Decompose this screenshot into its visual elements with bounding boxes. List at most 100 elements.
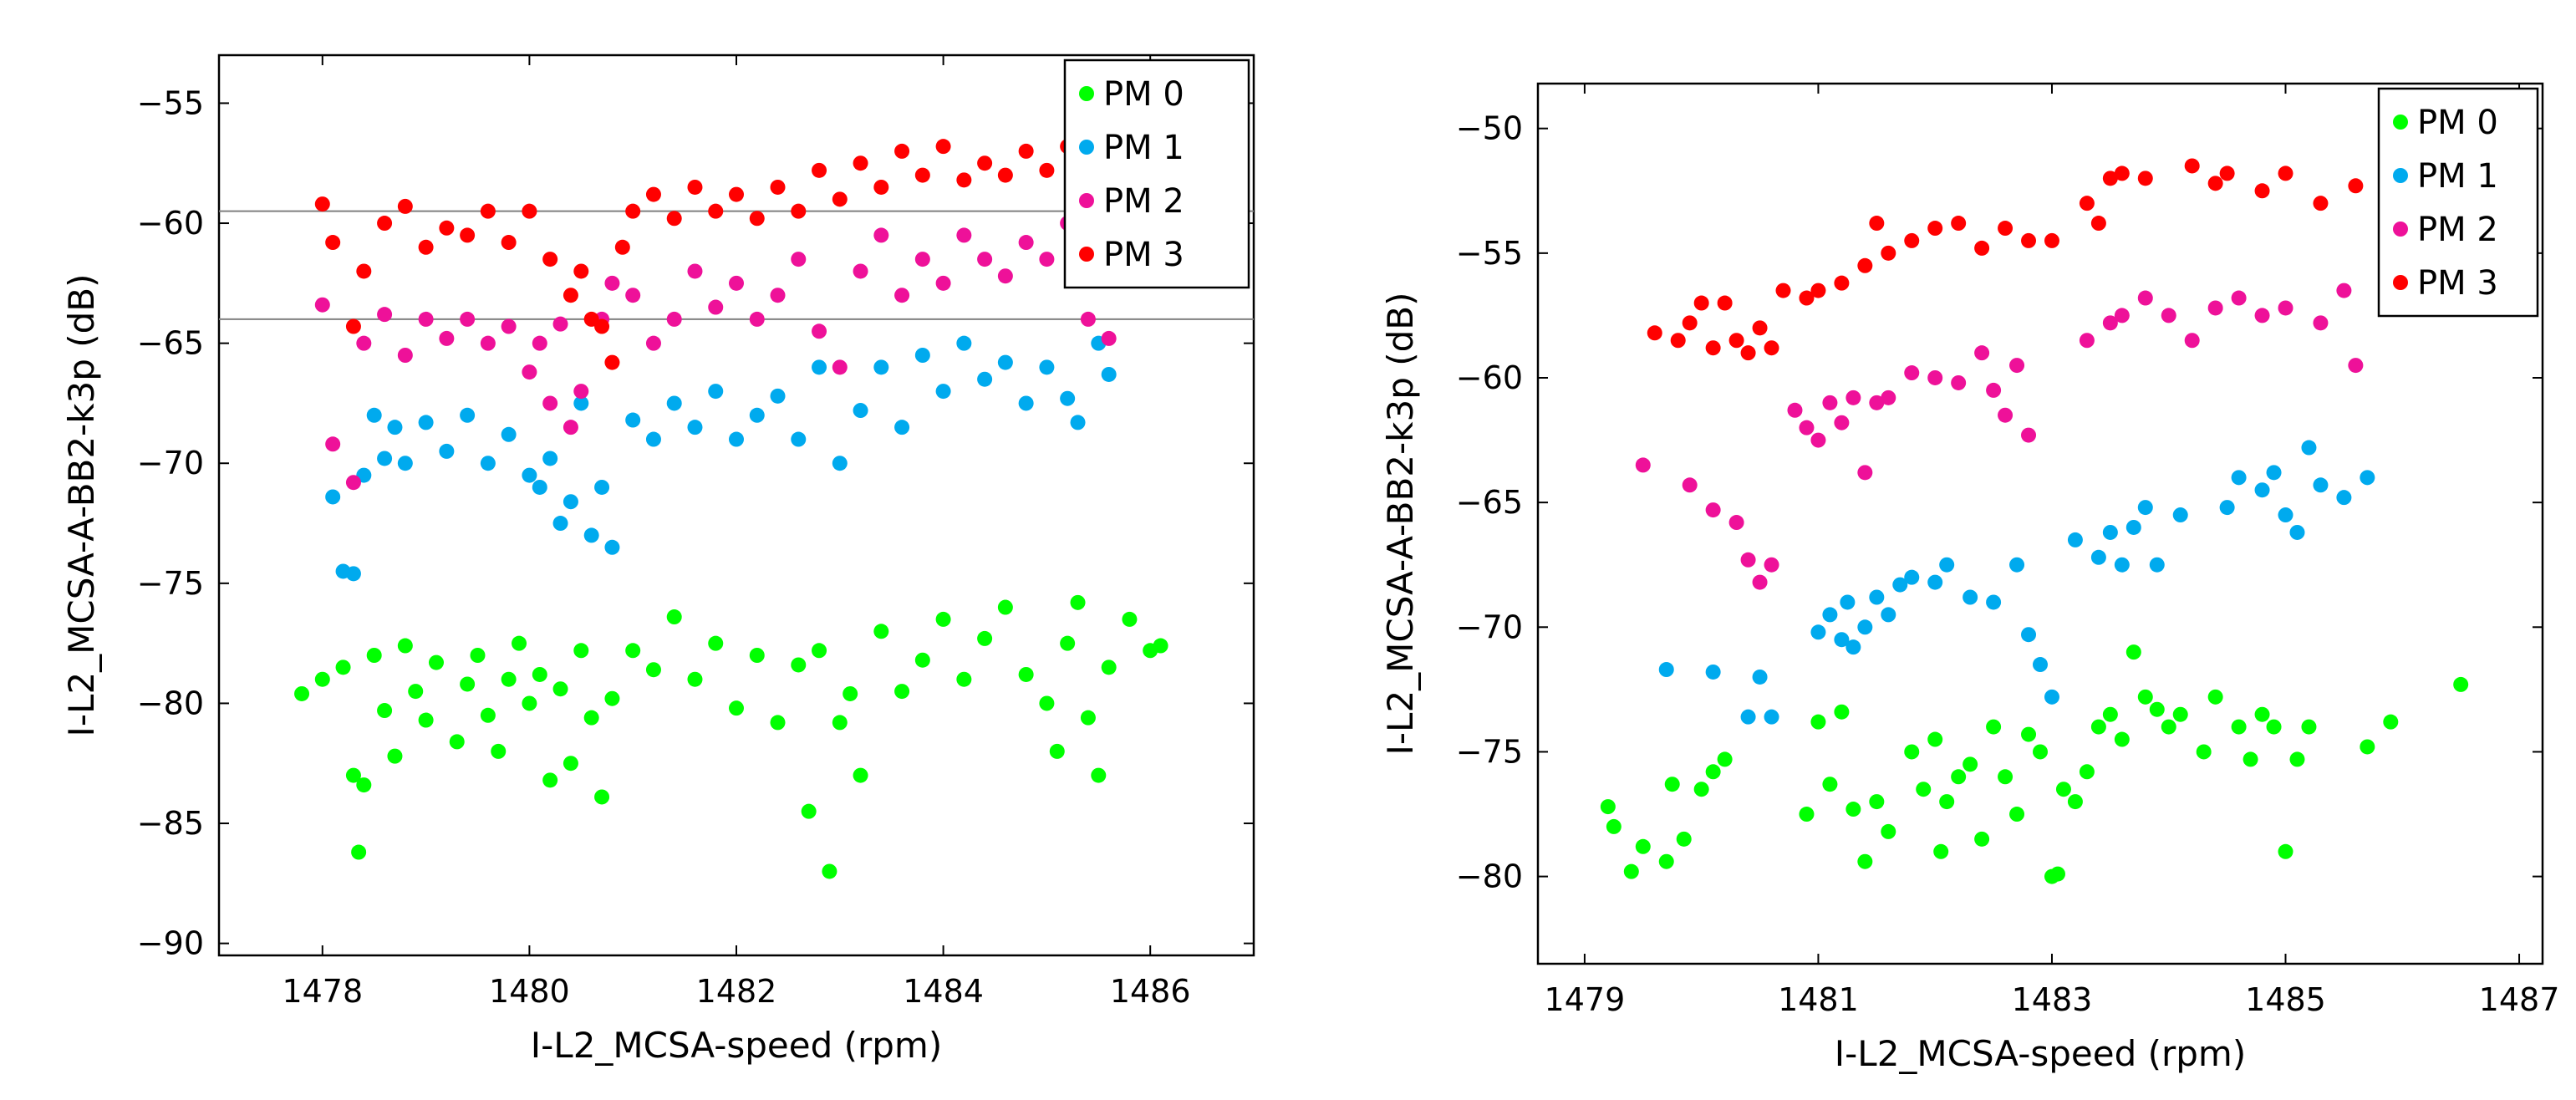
chart0-series-0-point-12: [428, 654, 444, 670]
chart0-series-0-point-42: [843, 685, 858, 701]
chart1-series-0-point-11: [1810, 714, 1826, 730]
chart1-series-1-point-26: [2114, 557, 2130, 573]
chart0-series-2-point-15: [563, 420, 578, 435]
chart1-series-1-point-20: [2021, 627, 2037, 643]
chart1-series-0-point-1: [1606, 818, 1621, 834]
chart0-series-3-point-33: [914, 167, 930, 183]
chart0-series-2-point-18: [604, 275, 620, 291]
chart0-series-0-point-6: [366, 648, 382, 663]
chart0-series-0-point-31: [666, 609, 682, 625]
chart0-legend-label-1: PM 1: [1103, 129, 1184, 167]
chart1-y-tick-label-6: −80: [1456, 858, 1523, 895]
chart0-series-3-point-12: [542, 252, 558, 267]
chart1-series-2-point-19: [1974, 345, 1990, 361]
chart0-series-1-point-23: [645, 431, 661, 447]
chart1-series-0-point-28: [2009, 807, 2025, 822]
chart0-series-3-point-32: [894, 143, 910, 159]
chart0-series-1-point-42: [1039, 359, 1055, 375]
chart1-series-2-point-34: [2313, 315, 2329, 331]
chart0-x-tick-label-1: 1480: [489, 973, 570, 1010]
chart0-y-tick-label-5: −80: [137, 685, 204, 721]
chart0-series-1-point-40: [997, 354, 1013, 370]
chart1-series-0-point-54: [2383, 714, 2399, 730]
chart0-series-0-point-0: [294, 685, 310, 701]
chart0-legend-marker-3: [1079, 247, 1094, 262]
chart1-series-3-point-0: [1647, 325, 1662, 341]
chart0-series-1-point-7: [397, 456, 413, 471]
chart1-series-0-point-34: [2067, 794, 2083, 810]
chart1-x-tick-label-4: 1487: [2479, 981, 2560, 1018]
chart1-series-1-point-8: [1840, 594, 1856, 610]
chart1-series-2-point-2: [1705, 502, 1721, 518]
chart1-series-3-point-26: [2102, 171, 2118, 186]
chart1-series-2-point-23: [2021, 427, 2037, 443]
chart1-series-2-point-8: [1799, 420, 1815, 435]
chart1-series-2-point-11: [1834, 415, 1850, 430]
chart0-series-0-point-50: [997, 599, 1013, 615]
chart1-series-0-point-43: [2172, 706, 2188, 722]
chart1-series-0-point-35: [2079, 764, 2095, 780]
chart0-series-0-point-14: [460, 676, 476, 692]
chart0-y-tick-label-0: −55: [137, 84, 204, 121]
chart1-series-1-point-21: [2033, 657, 2048, 673]
chart0-series-3-point-30: [853, 155, 868, 171]
chart0-series-1-point-8: [418, 415, 434, 430]
chart1-series-1-point-25: [2102, 524, 2118, 540]
chart0-series-1-point-20: [594, 479, 610, 495]
chart1-series-1-point-11: [1869, 589, 1885, 605]
chart0-series-1-point-6: [387, 420, 403, 435]
chart0-series-1-point-2: [345, 566, 361, 582]
chart0-series-0-point-35: [749, 648, 765, 663]
chart1-series-2-point-1: [1682, 477, 1698, 493]
chart0-y-tick-label-1: −60: [137, 205, 204, 242]
chart0-series-3-point-31: [873, 179, 889, 195]
chart0-series-3-point-29: [832, 191, 848, 207]
chart1-series-1-point-30: [2172, 507, 2188, 523]
chart1-series-3-point-20: [1974, 240, 1990, 256]
chart0-series-2-point-33: [914, 252, 930, 267]
chart1-series-1-point-4: [1764, 709, 1779, 725]
chart1-legend-label-2: PM 2: [2417, 211, 2498, 249]
chart0-x-tick-label-0: 1478: [282, 973, 363, 1010]
chart0-series-3-point-35: [956, 172, 972, 188]
chart1-series-3-point-23: [2044, 232, 2059, 248]
chart0-series-2-point-42: [1101, 330, 1117, 346]
chart1-series-0-point-21: [1933, 843, 1949, 859]
chart0-series-3-point-37: [997, 167, 1013, 183]
chart0-series-2-point-10: [501, 318, 517, 334]
chart1-series-1-point-10: [1857, 619, 1873, 635]
chart1-series-2-point-21: [1998, 407, 2013, 423]
chart1-series-3-point-1: [1670, 333, 1686, 349]
chart1-legend-marker-3: [2393, 275, 2408, 290]
chart1-series-0-point-52: [2301, 719, 2317, 735]
chart0-series-3-point-27: [791, 203, 807, 219]
chart0-series-1-point-46: [1101, 366, 1117, 382]
chart0-series-1-point-44: [1070, 415, 1086, 430]
chart1-series-1-point-19: [2009, 557, 2025, 573]
chart0-series-3-point-17: [604, 354, 620, 370]
chart1-legend-label-3: PM 3: [2417, 264, 2498, 303]
chart0-series-3-point-2: [345, 318, 361, 334]
chart1-series-2-point-14: [1869, 395, 1885, 410]
chart0-series-2-point-6: [418, 311, 434, 327]
chart1-series-0-point-15: [1857, 853, 1873, 869]
chart1-series-1-point-29: [2149, 557, 2165, 573]
chart0-series-1-point-34: [873, 359, 889, 375]
chart1-series-2-point-7: [1787, 402, 1803, 418]
chart1-series-2-point-16: [1904, 365, 1920, 381]
chart0-series-3-point-10: [501, 235, 517, 251]
chart1-series-0-point-22: [1939, 794, 1955, 810]
chart0-series-1-point-15: [542, 451, 558, 466]
chart0-series-2-point-31: [873, 227, 889, 243]
chart1-series-0-point-50: [2278, 843, 2293, 859]
chart0-series-1-point-12: [501, 426, 517, 442]
chart0-series-0-point-33: [708, 635, 724, 651]
chart1-series-3-point-33: [2278, 166, 2293, 181]
chart0-series-0-point-19: [512, 635, 527, 651]
chart0-series-2-point-8: [460, 311, 476, 327]
chart0-series-2-point-26: [770, 288, 786, 303]
chart1-series-2-point-35: [2336, 283, 2352, 298]
chart1-series-0-point-29: [2021, 726, 2037, 742]
chart0-series-1-point-43: [1060, 390, 1076, 406]
chart0-series-2-point-5: [397, 348, 413, 363]
